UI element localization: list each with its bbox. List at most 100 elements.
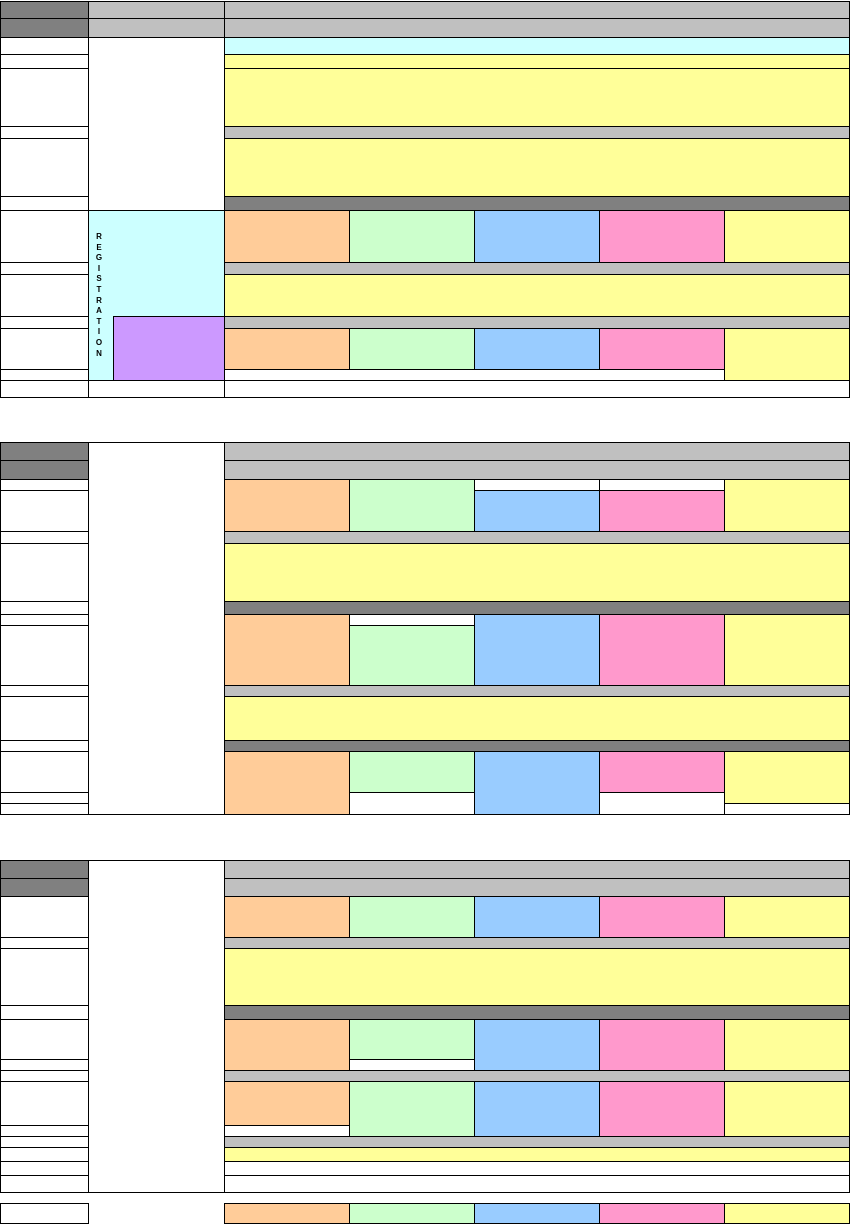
time-cell <box>0 1175 89 1193</box>
session-cell <box>224 948 850 1006</box>
track-3-cell <box>474 1019 600 1071</box>
header-cell <box>224 860 850 879</box>
registration-letter: A <box>96 306 102 316</box>
empty-cell <box>599 792 725 815</box>
track-1-cell <box>224 210 350 263</box>
registration-letter: R <box>96 295 102 305</box>
registration-letter: T <box>96 284 102 294</box>
empty-cell <box>349 792 475 815</box>
track-2-cell <box>349 625 475 686</box>
time-cell <box>0 68 89 127</box>
session-cell <box>224 37 850 55</box>
track-2-cell <box>349 210 475 263</box>
track-4-cell <box>599 490 725 532</box>
registration-letter: I <box>97 263 101 273</box>
track-4-cell <box>599 1019 725 1071</box>
time-cell <box>0 1019 89 1060</box>
track-3-cell <box>474 490 600 532</box>
header-cell <box>0 878 89 897</box>
track-2-cell <box>349 896 475 938</box>
track-1-cell <box>224 896 350 938</box>
time-cell <box>0 380 89 398</box>
track-1-cell <box>224 1203 350 1224</box>
session-cell <box>224 54 850 69</box>
registration-letter: G <box>95 253 103 263</box>
track-4-cell <box>599 1081 725 1137</box>
break-cell <box>224 196 850 211</box>
registration-letter: T <box>96 316 102 326</box>
location-cell <box>88 380 225 398</box>
registration-letter: S <box>96 274 102 284</box>
track-3-cell <box>474 1203 600 1224</box>
empty-cell <box>224 1161 850 1176</box>
time-cell <box>0 196 89 211</box>
header-cell <box>0 860 89 879</box>
track-1-cell <box>224 614 350 686</box>
track-5-cell <box>724 210 850 263</box>
header-cell <box>0 1 89 19</box>
track-1-cell <box>224 479 350 532</box>
track-1-cell <box>224 751 350 815</box>
track-2-cell <box>349 479 475 532</box>
track-2-cell <box>349 1203 475 1224</box>
time-cell <box>0 1147 89 1162</box>
track-5-cell <box>724 328 850 381</box>
time-cell <box>0 1161 89 1176</box>
track-1-cell <box>224 1019 350 1071</box>
time-cell <box>0 37 89 55</box>
time-cell <box>0 274 89 317</box>
header-cell <box>224 460 850 480</box>
registration-letter: N <box>96 348 102 358</box>
session-cell <box>224 543 850 602</box>
location-cell <box>88 442 225 815</box>
track-5-cell <box>724 479 850 532</box>
header-cell <box>0 460 89 480</box>
track-4-cell <box>599 328 725 370</box>
header-cell <box>88 1 225 19</box>
time-cell <box>0 138 89 197</box>
track-3-cell <box>474 896 600 938</box>
empty-cell <box>224 380 850 398</box>
time-cell <box>0 948 89 1006</box>
track-3-cell <box>474 614 600 686</box>
session-cell <box>224 696 850 741</box>
header-cell <box>88 18 225 38</box>
session-cell <box>224 274 850 317</box>
track-2-cell <box>349 328 475 370</box>
track-2-cell <box>349 1019 475 1060</box>
header-cell <box>224 878 850 897</box>
track-2-cell <box>349 751 475 793</box>
time-cell <box>0 1081 89 1126</box>
registration-letter: O <box>95 337 103 347</box>
time-cell <box>0 625 89 686</box>
time-cell <box>0 1005 89 1020</box>
track-4-cell <box>599 751 725 793</box>
break-cell <box>224 1005 850 1020</box>
header-cell <box>224 442 850 461</box>
registration-letter: R <box>96 232 102 241</box>
location-cell <box>88 860 225 1193</box>
header-cell <box>224 18 850 38</box>
track-5-cell <box>724 614 850 686</box>
time-cell <box>0 1203 89 1224</box>
track-3-cell <box>474 328 600 370</box>
track-4-cell <box>599 210 725 263</box>
track-4-cell <box>599 896 725 938</box>
track-5-cell <box>724 1081 850 1137</box>
header-cell <box>224 1 850 19</box>
break-cell <box>224 601 850 615</box>
track-3-cell <box>474 1081 600 1137</box>
time-cell <box>0 543 89 602</box>
registration-letter: E <box>96 242 102 252</box>
time-cell <box>0 696 89 741</box>
time-cell <box>0 896 89 938</box>
header-cell <box>0 442 89 461</box>
time-cell <box>0 751 89 793</box>
time-cell <box>0 328 89 370</box>
track-3-cell <box>474 210 600 263</box>
track-4-cell <box>599 614 725 686</box>
track-1-cell <box>224 1081 350 1126</box>
track-1-cell <box>224 328 350 370</box>
session-cell <box>224 138 850 197</box>
